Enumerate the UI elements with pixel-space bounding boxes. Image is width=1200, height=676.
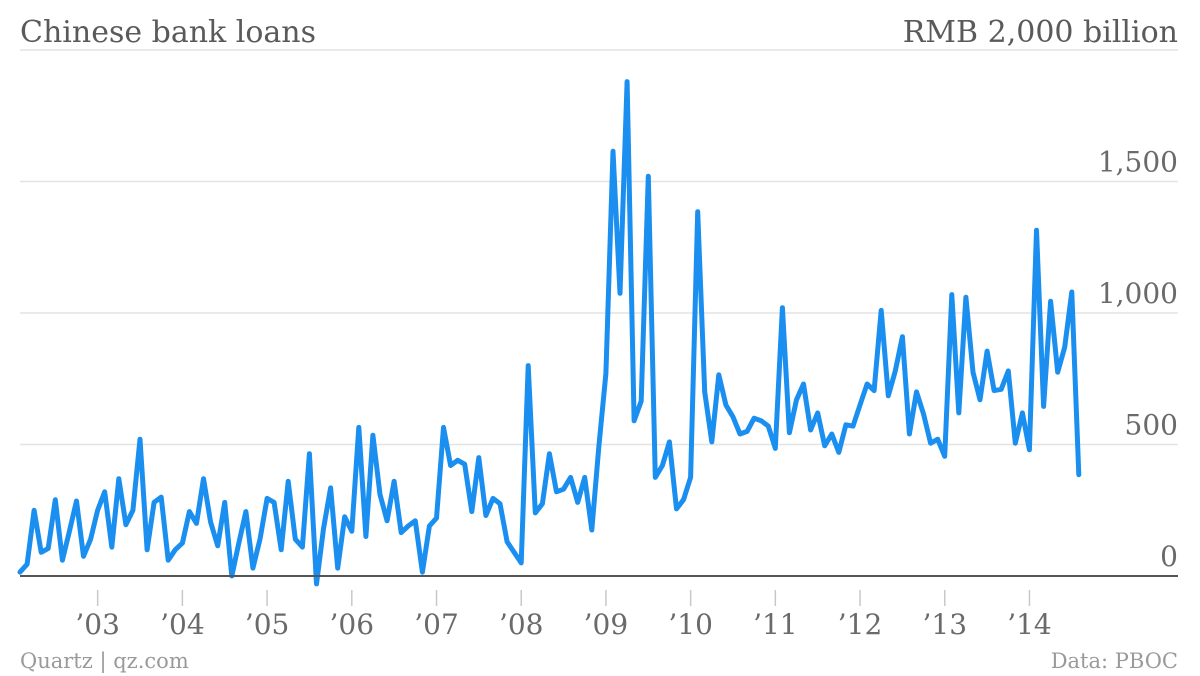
- x-tick-label: ’08: [499, 608, 544, 641]
- x-tick-label: ’14: [1007, 608, 1052, 641]
- x-axis: ’03 ’04 ’05 ’06 ’07 ’08 ’09 ’10 ’11 ’12 ’13 ’14: [75, 590, 1052, 641]
- x-tick-label: ’11: [753, 608, 798, 641]
- y-axis-labels: 500 1,000 1,500 0: [1098, 146, 1178, 574]
- x-tick-label: ’03: [75, 608, 120, 641]
- x-tick-label: ’04: [160, 608, 205, 641]
- y-tick-label: 500: [1125, 409, 1178, 442]
- x-tick-label: ’06: [330, 608, 375, 641]
- data-source: Data: PBOC: [1051, 649, 1178, 673]
- gridlines: [20, 49, 1178, 446]
- x-tick-label: ’13: [922, 608, 967, 641]
- x-tick-label: ’05: [245, 608, 290, 641]
- y-tick-label: 0: [1160, 540, 1178, 573]
- series-line: [17, 79, 1082, 587]
- y-tick-label: 1,500: [1098, 146, 1178, 179]
- unit-label: RMB 2,000 billion: [903, 15, 1178, 50]
- x-tick-label: ’10: [668, 608, 713, 641]
- chart-title: Chinese bank loans: [20, 15, 316, 50]
- series-layer: [17, 79, 1082, 587]
- y-tick-label: 1,000: [1098, 277, 1178, 310]
- x-tick-label: ’09: [584, 608, 629, 641]
- x-tick-label: ’07: [414, 608, 459, 641]
- source-credit: Quartz | qz.com: [20, 649, 189, 674]
- x-tick-label: ’12: [838, 608, 883, 641]
